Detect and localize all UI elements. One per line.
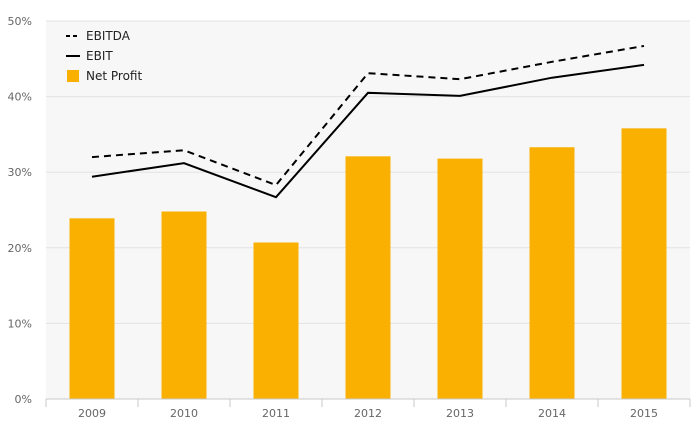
- bar-net-profit-2014: [529, 147, 575, 399]
- legend-item-ebitda: EBITDA: [66, 29, 131, 43]
- y-tick-label: 10%: [8, 317, 32, 330]
- y-tick-label: 30%: [8, 166, 32, 179]
- legend-item-net-profit: Net Profit: [67, 69, 142, 83]
- bar-net-profit-2013: [437, 158, 483, 399]
- y-axis: 0% 10% 20% 30% 40% 50%: [8, 15, 32, 406]
- x-tick-label: 2015: [630, 407, 658, 420]
- bars: [69, 128, 667, 400]
- legend-swatch: [67, 70, 79, 82]
- x-tick-label: 2010: [170, 407, 198, 420]
- legend-label: Net Profit: [86, 69, 142, 83]
- bar-net-profit-2010: [161, 211, 207, 399]
- x-tick-label: 2011: [262, 407, 290, 420]
- x-axis: 2009 2010 2011 2012 2013 2014 2015: [45, 398, 691, 420]
- line-ebitda: [91, 44, 645, 187]
- y-tick-label: 50%: [8, 15, 32, 28]
- y-tick-label: 20%: [8, 242, 32, 255]
- legend-item-ebit: EBIT: [66, 49, 113, 63]
- bar-net-profit-2011: [253, 242, 299, 399]
- lines: [91, 44, 645, 199]
- x-tick-label: 2014: [538, 407, 566, 420]
- legend: EBITDA EBIT Net Profit: [66, 29, 142, 83]
- bar-net-profit-2015: [621, 128, 667, 400]
- y-tick-label: 40%: [8, 91, 32, 104]
- x-tick-label: 2009: [78, 407, 106, 420]
- legend-label: EBIT: [86, 49, 113, 63]
- x-tick-label: 2012: [354, 407, 382, 420]
- y-tick-label: 0%: [15, 393, 32, 406]
- bar-net-profit-2009: [69, 218, 115, 399]
- x-tick-label: 2013: [446, 407, 474, 420]
- bar-net-profit-2012: [345, 156, 391, 399]
- line-ebit: [91, 63, 645, 199]
- legend-label: EBITDA: [86, 29, 131, 43]
